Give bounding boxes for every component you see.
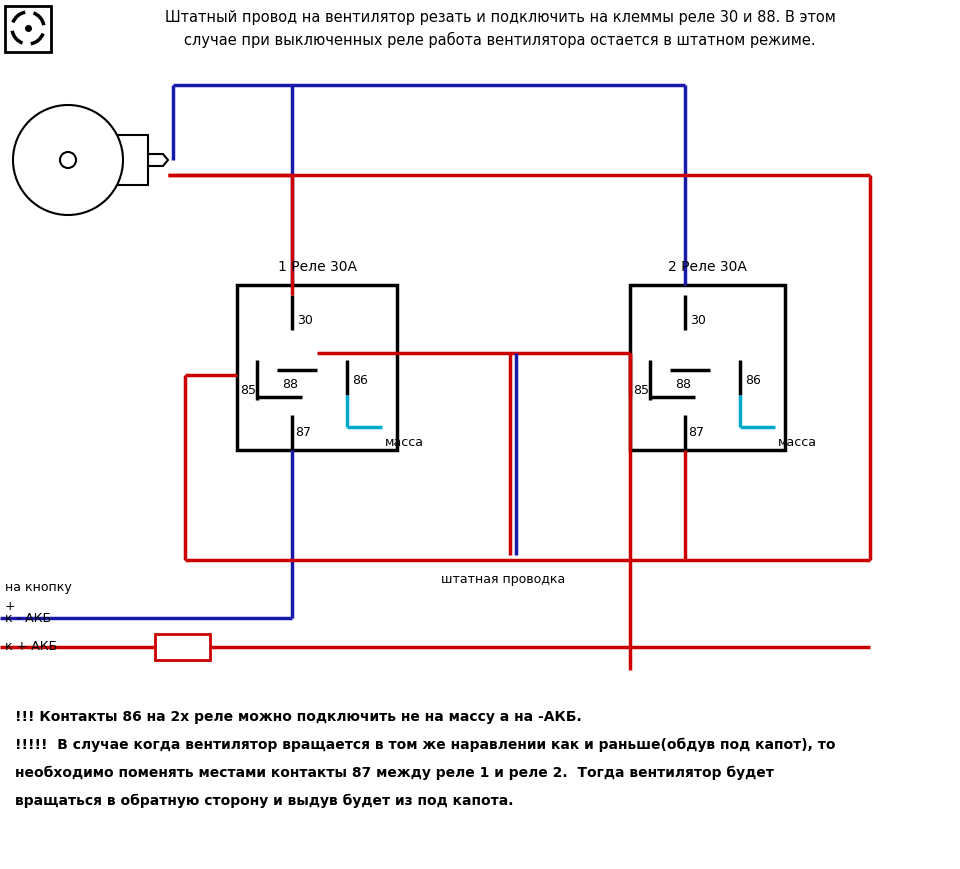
Text: 87: 87 [688,427,704,440]
Text: 85: 85 [240,383,256,396]
Text: 87: 87 [295,427,311,440]
Text: 86: 86 [745,374,761,387]
Text: 30: 30 [690,314,706,327]
Text: штатная проводка: штатная проводка [441,574,565,587]
Bar [237,285,397,450]
Circle shape [13,105,123,215]
Text: к + АКБ: к + АКБ [5,640,58,653]
Text: +: + [5,600,15,613]
Text: 20А: 20А [167,640,197,654]
Bar [118,135,148,185]
Text: масса: масса [778,436,817,449]
Text: 88: 88 [675,377,691,390]
Text: вращаться в обратную сторону и выдув будет из под капота.: вращаться в обратную сторону и выдув буд… [15,794,514,808]
Bar [155,634,210,660]
Text: 86: 86 [352,374,368,387]
Text: 2 Реле 30А: 2 Реле 30А [667,260,747,274]
Text: необходимо поменять местами контакты 87 между реле 1 и реле 2.  Тогда вентилятор: необходимо поменять местами контакты 87 … [15,766,774,780]
Text: на кнопку: на кнопку [5,581,72,594]
Text: 88: 88 [282,377,298,390]
Text: 30: 30 [297,314,313,327]
Text: масса: масса [385,436,424,449]
Text: Штатный провод на вентилятор резать и подключить на клеммы реле 30 и 88. В этом
: Штатный провод на вентилятор резать и по… [164,10,835,48]
Bar [5,6,51,52]
Bar [630,285,785,450]
Text: !!!!!  В случае когда вентилятор вращается в том же наравлении как и раньше(обду: !!!!! В случае когда вентилятор вращаетс… [15,738,835,753]
Text: !!! Контакты 86 на 2х реле можно подключить не на массу а на -АКБ.: !!! Контакты 86 на 2х реле можно подключ… [15,710,582,724]
Text: к - АКБ: к - АКБ [5,612,51,625]
Text: 85: 85 [633,383,649,396]
Circle shape [60,152,76,168]
Text: 1 Реле 30А: 1 Реле 30А [277,260,356,274]
